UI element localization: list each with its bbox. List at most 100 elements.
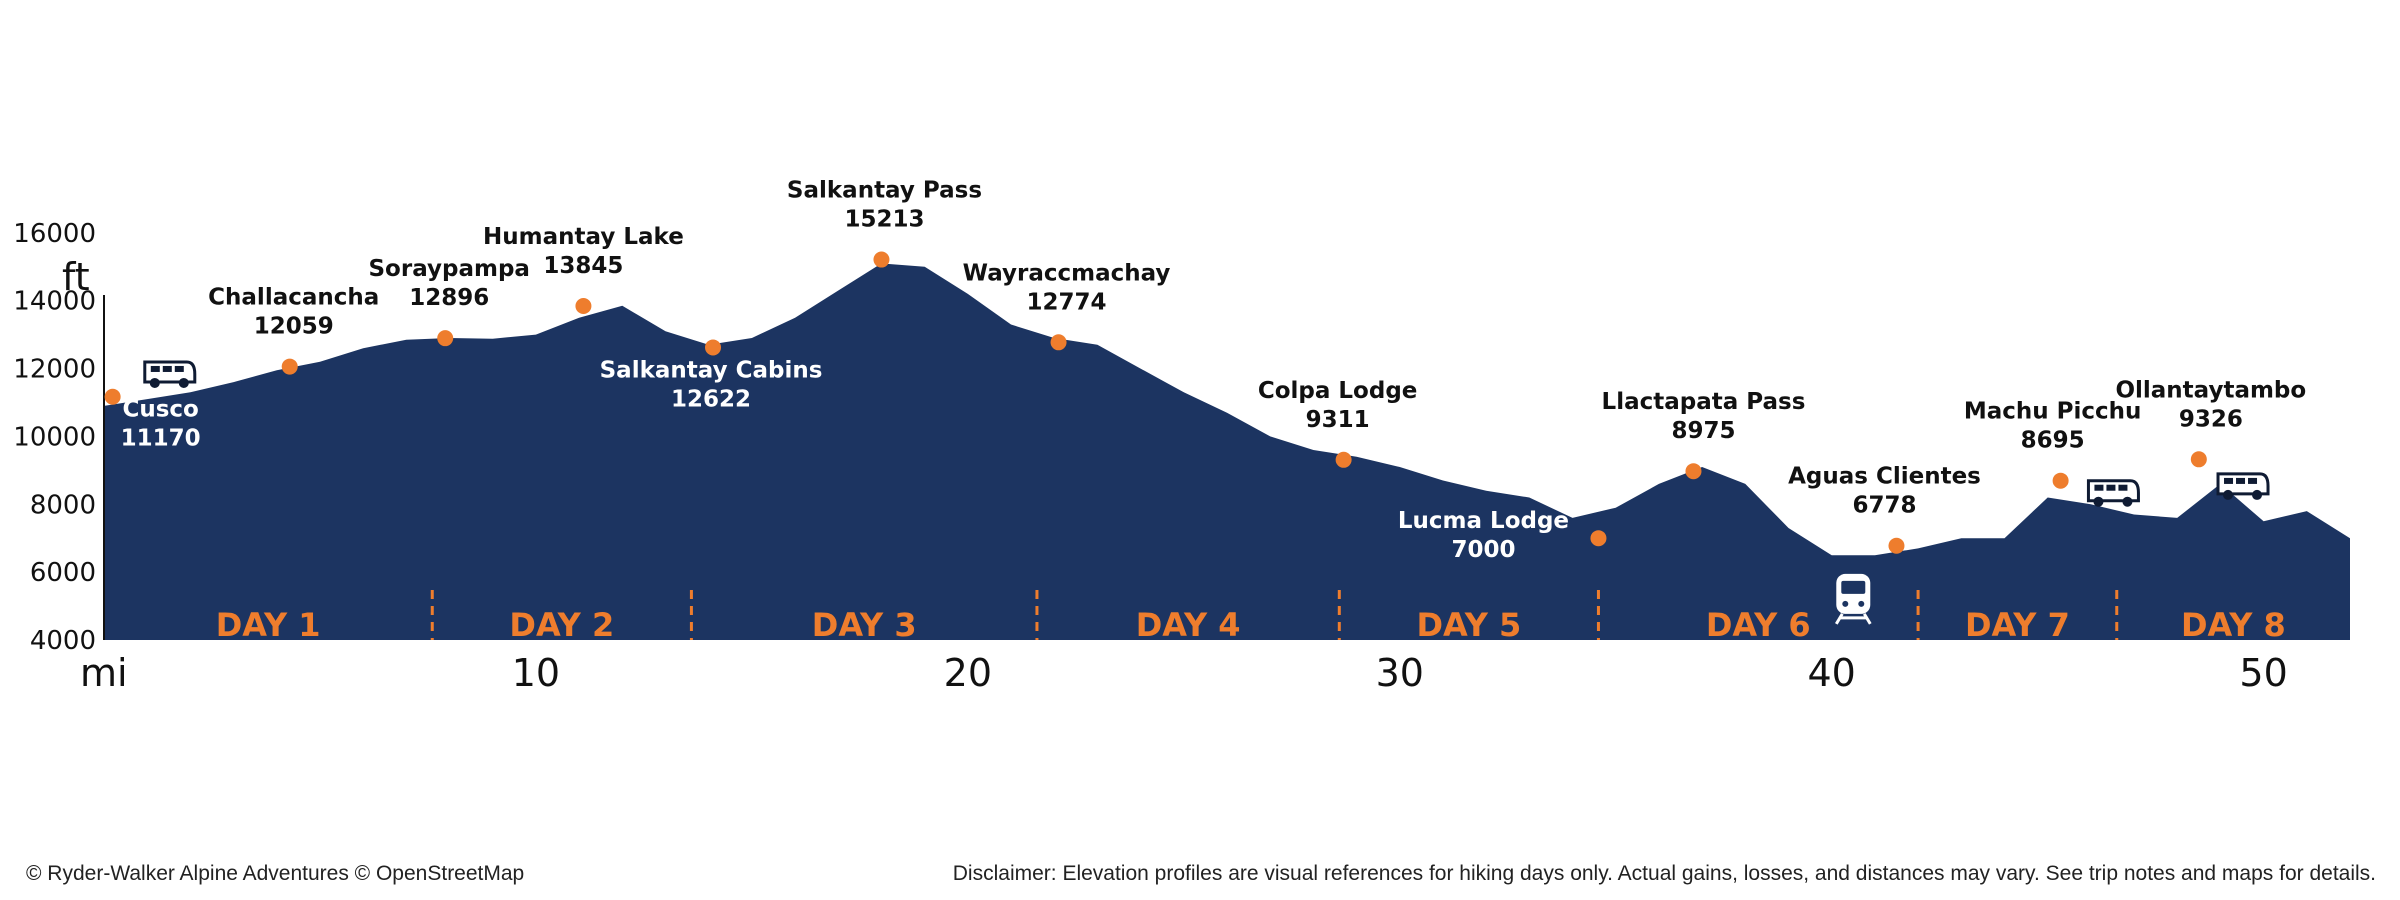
van-icon bbox=[143, 360, 197, 388]
waypoint-marker bbox=[1050, 334, 1067, 351]
y-tick-label: 4000 bbox=[30, 626, 96, 656]
day-label: DAY 4 bbox=[1136, 606, 1241, 644]
van-window bbox=[2236, 477, 2246, 484]
van-window bbox=[162, 365, 172, 372]
train-light bbox=[1858, 600, 1865, 607]
waypoint-marker bbox=[104, 388, 121, 405]
waypoint-name: Salkantay Pass bbox=[787, 178, 982, 204]
waypoint-elevation: 12059 bbox=[254, 314, 334, 340]
waypoint-marker bbox=[1888, 537, 1905, 554]
waypoint-marker bbox=[873, 251, 890, 268]
train-light bbox=[1842, 600, 1849, 607]
waypoint-elevation: 11170 bbox=[121, 426, 201, 452]
van-icon bbox=[2086, 479, 2140, 507]
day-label: DAY 7 bbox=[1965, 606, 2070, 644]
y-tick-label: 14000 bbox=[13, 287, 96, 317]
waypoint-name: Lucma Lodge bbox=[1398, 508, 1569, 534]
y-tick-label: 16000 bbox=[13, 219, 96, 249]
y-tick-label: 8000 bbox=[30, 490, 96, 520]
van-window bbox=[174, 365, 184, 372]
waypoint-name: Challacancha bbox=[208, 285, 379, 311]
waypoint: Machu Picchu 8695 bbox=[1964, 399, 2142, 489]
waypoint-marker bbox=[705, 339, 722, 356]
x-unit-label: mi bbox=[80, 651, 128, 695]
train-rail bbox=[1863, 613, 1872, 625]
waypoint-elevation: 12622 bbox=[671, 386, 751, 412]
van-icon bbox=[2216, 472, 2270, 500]
elevation-area-layer bbox=[104, 263, 2350, 640]
elevation-area bbox=[104, 263, 2350, 640]
van-window bbox=[2106, 484, 2116, 491]
waypoint-elevation: 12896 bbox=[409, 285, 489, 311]
waypoint-marker bbox=[2190, 451, 2207, 468]
day-label: DAY 5 bbox=[1416, 606, 1521, 644]
van-wheel bbox=[2252, 489, 2263, 500]
transport-icons bbox=[143, 360, 2270, 625]
van-window bbox=[2224, 477, 2234, 484]
waypoint-marker bbox=[1335, 451, 1352, 468]
disclaimer-footer: Disclaimer: Elevation profiles are visua… bbox=[952, 862, 2376, 885]
waypoint-elevation: 8975 bbox=[1671, 418, 1735, 444]
waypoint-name: Humantay Lake bbox=[483, 224, 684, 250]
van-wheel bbox=[2223, 489, 2234, 500]
van-wheel bbox=[2122, 496, 2133, 507]
van-window bbox=[2118, 484, 2128, 491]
x-tick-label: 10 bbox=[512, 651, 560, 695]
copyright-footer: © Ryder-Walker Alpine Adventures © OpenS… bbox=[26, 862, 525, 885]
waypoint: Humantay Lake 13845 bbox=[483, 224, 684, 314]
waypoint: Soraypampa 12896 bbox=[368, 256, 530, 347]
waypoint-elevation: 15213 bbox=[844, 207, 924, 233]
van-wheel bbox=[149, 377, 160, 388]
waypoint-name: Llactapata Pass bbox=[1602, 389, 1806, 415]
waypoint-name: Wayraccmachay bbox=[963, 260, 1171, 286]
day-labels: DAY 1 DAY 2 DAY 3 DAY 4 DAY 5 DAY 6 DAY 7 DAY 8 bbox=[216, 606, 2286, 644]
y-unit-label: ft bbox=[62, 255, 90, 299]
van-wheel bbox=[2093, 496, 2104, 507]
waypoint-marker bbox=[575, 297, 592, 314]
train-window bbox=[1841, 580, 1866, 594]
waypoint-name: Cusco bbox=[122, 397, 198, 423]
waypoint: Salkantay Cabins 12622 bbox=[600, 339, 823, 412]
van-window bbox=[150, 365, 160, 372]
y-tick-label: 12000 bbox=[13, 355, 96, 385]
waypoint-elevation: 8695 bbox=[2021, 428, 2085, 454]
waypoint-elevation: 9326 bbox=[2179, 406, 2243, 432]
day-label: DAY 8 bbox=[2181, 606, 2286, 644]
van-window bbox=[2248, 477, 2258, 484]
waypoint-name: Aguas Clientes bbox=[1788, 464, 1981, 490]
waypoint-name: Machu Picchu bbox=[1964, 399, 2142, 425]
waypoint-elevation: 9311 bbox=[1306, 407, 1370, 433]
waypoint-name: Salkantay Cabins bbox=[600, 357, 823, 383]
waypoint-name: Soraypampa bbox=[368, 256, 529, 282]
waypoint-marker bbox=[1685, 463, 1702, 480]
waypoint: Llactapata Pass 8975 bbox=[1602, 389, 1806, 480]
waypoint-elevation: 6778 bbox=[1852, 493, 1916, 519]
waypoint-elevation: 13845 bbox=[543, 253, 623, 279]
train-icon bbox=[1835, 573, 1872, 625]
waypoint: Salkantay Pass 15213 bbox=[787, 178, 982, 268]
day-label: DAY 1 bbox=[216, 606, 321, 644]
waypoint-marker bbox=[437, 330, 454, 347]
day-dividers bbox=[430, 590, 2119, 640]
x-tick-label: 50 bbox=[2239, 651, 2287, 695]
x-tick-label: 30 bbox=[1376, 651, 1424, 695]
train-rail bbox=[1835, 613, 1844, 625]
waypoint-marker bbox=[2052, 472, 2069, 489]
day-label: DAY 6 bbox=[1706, 606, 1811, 644]
van-wheel bbox=[178, 377, 189, 388]
waypoint-name: Colpa Lodge bbox=[1258, 378, 1418, 404]
y-tick-label: 6000 bbox=[30, 558, 96, 588]
waypoint: Wayraccmachay 12774 bbox=[963, 260, 1171, 351]
axes: ft 4000 6000 8000 10000 12000 14000 16000 mi 10 20… bbox=[13, 219, 2288, 695]
x-tick-label: 40 bbox=[1808, 651, 1856, 695]
waypoint: Challacancha 12059 bbox=[208, 285, 379, 375]
waypoint-elevation: 12774 bbox=[1027, 289, 1107, 315]
y-tick-label: 10000 bbox=[13, 422, 96, 452]
waypoint-marker bbox=[281, 358, 298, 375]
waypoint-name: Ollantaytambo bbox=[2115, 377, 2306, 403]
waypoint: Colpa Lodge 9311 bbox=[1258, 378, 1418, 468]
waypoint: Cusco 11170 bbox=[104, 388, 201, 452]
x-tick-label: 20 bbox=[944, 651, 992, 695]
waypoint-marker bbox=[1590, 530, 1607, 547]
